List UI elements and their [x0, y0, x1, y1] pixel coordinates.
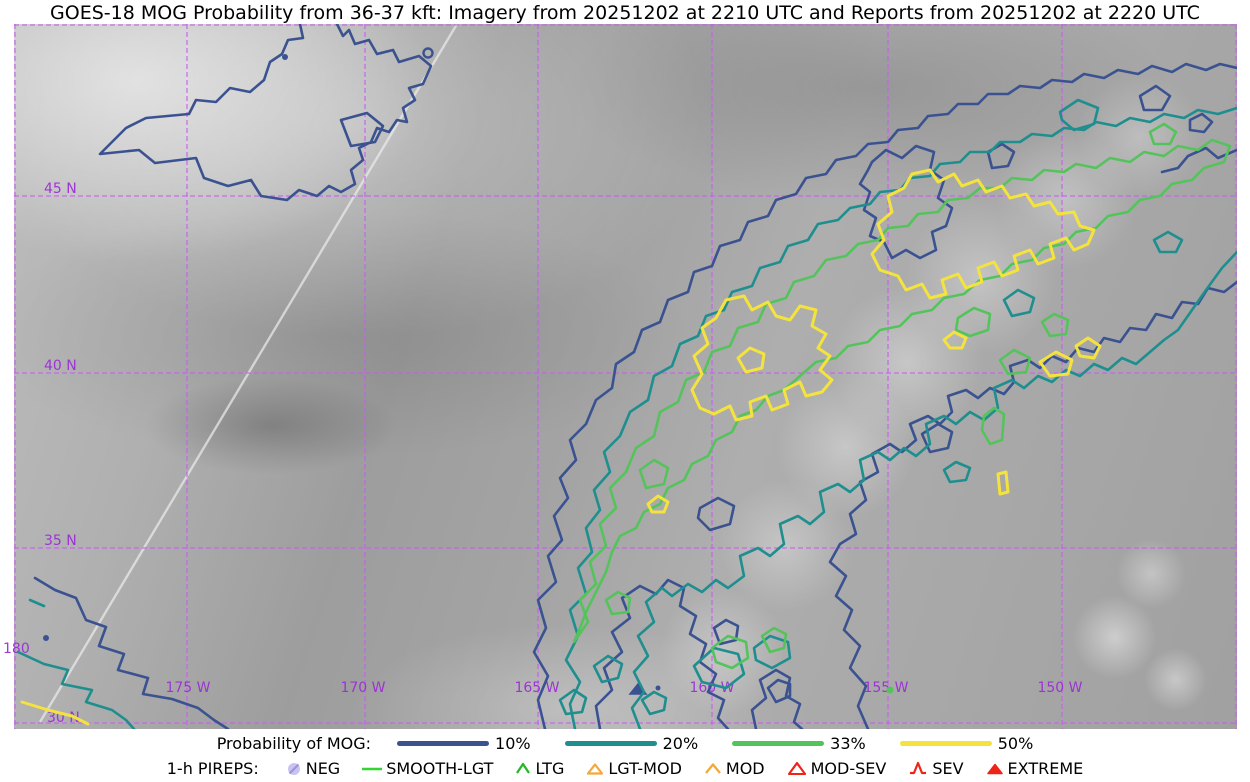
lon-label: 150 W: [1037, 680, 1082, 696]
red-filled-triangle-icon: [985, 760, 1005, 777]
lon-label: 155 W: [863, 680, 908, 696]
contour-group-50pct: [20, 168, 1102, 726]
legend-item-label: 20%: [662, 733, 699, 753]
legend-item-mod-sev: MOD-SEV: [786, 758, 887, 778]
lat-label: 35 N: [44, 533, 77, 549]
legend-item-label: SEV: [932, 758, 964, 778]
legend-item-label: SMOOTH-LGT: [386, 758, 494, 778]
legend-item-extreme: EXTREME: [985, 758, 1084, 778]
legend-item-ltg: LTG: [514, 759, 564, 778]
lat-label: 30 N: [47, 710, 80, 726]
line-swatch-33pct-icon: [732, 740, 825, 746]
legend-item-50pct: 50%: [899, 733, 1034, 753]
probability-legend: Probability of MOG: 10% 20% 33% 50%: [0, 732, 1250, 754]
lat-label: 45 N: [44, 181, 77, 197]
legend-item-neg: NEG: [285, 759, 340, 778]
legend-item-20pct: 20%: [564, 733, 699, 753]
legend-item-smooth-lgt: SMOOTH-LGT: [361, 759, 493, 778]
red-caret-base-icon: [907, 759, 929, 777]
lat-label: 40 N: [44, 358, 77, 374]
pireps-legend: 1-h PIREPS: NEG SMOOTH-LGT LTG LGT-MOD: [0, 756, 1250, 780]
legend-item-33pct: 33%: [732, 734, 866, 753]
lon-label: 160 W: [689, 680, 734, 696]
contour-group-20pct: [16, 98, 1237, 729]
legend-item-label: LTG: [535, 758, 565, 778]
lon-label: 175 W: [165, 680, 210, 696]
orange-open-triangle-icon: [585, 760, 605, 777]
legend-item-10pct: 10%: [397, 734, 531, 753]
orange-caret-icon: [703, 760, 723, 777]
legend-item-mod: MOD: [703, 759, 765, 778]
contour-group-33pct: [572, 122, 1232, 694]
red-triangle-caret-icon: [786, 759, 808, 777]
probability-legend-label: Probability of MOG:: [216, 733, 372, 753]
pireps-legend-label: 1-h PIREPS:: [166, 758, 259, 778]
legend-item-label: 10%: [495, 733, 531, 753]
page-title: GOES-18 MOG Probability from 36-37 kft: …: [50, 2, 1200, 24]
line-swatch-20pct-icon: [564, 740, 657, 746]
green-line-icon: [361, 760, 383, 777]
legend-item-label: 50%: [997, 733, 1034, 753]
contour-group-10pct: [33, 24, 1237, 729]
legend-item-label: NEG: [305, 758, 341, 778]
lon-label: 170 W: [340, 680, 385, 696]
legend-item-label: EXTREME: [1007, 758, 1084, 778]
green-caret-icon: [514, 760, 532, 777]
legend-item-label: LGT-MOD: [608, 758, 682, 778]
latlon-grid-labels: 45 N 40 N 35 N 30 N 180 175 W 170 W 165 …: [3, 181, 1083, 726]
legend-item-label: 33%: [830, 733, 866, 753]
line-swatch-50pct-icon: [899, 740, 992, 746]
neg-circle-slash-icon: [285, 760, 303, 777]
lon-label: 165 W: [514, 680, 559, 696]
legend-item-sev: SEV: [907, 758, 964, 778]
legend-item-label: MOD: [725, 758, 765, 778]
legend-item-lgt-mod: LGT-MOD: [585, 759, 682, 778]
line-swatch-10pct-icon: [397, 740, 490, 746]
legend-item-label: MOD-SEV: [810, 758, 887, 778]
